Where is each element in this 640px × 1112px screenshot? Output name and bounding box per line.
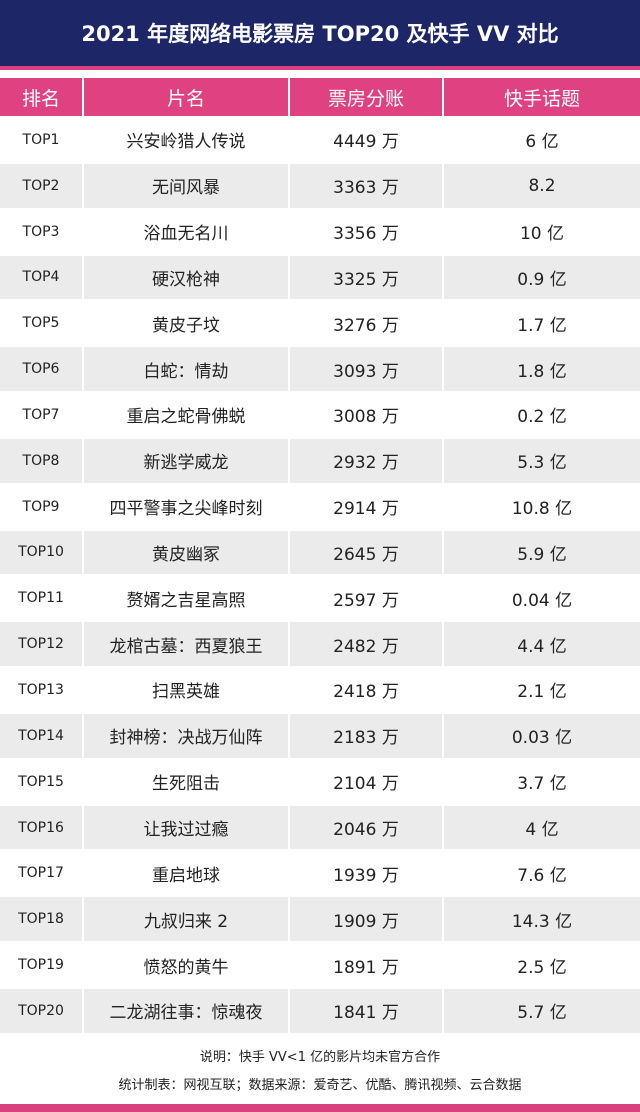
table-cell: 1.8 亿 (444, 347, 640, 392)
rank-cell: TOP16 (0, 805, 82, 850)
table-cell: 重启地球 (84, 851, 288, 896)
table-cell: 3.7 亿 (444, 759, 640, 804)
table-cell: 黄皮子坟 (84, 301, 288, 346)
table-cell: 2.5 亿 (444, 943, 640, 987)
table-cell: 5.3 亿 (444, 438, 640, 483)
rank-cell: TOP11 (0, 576, 82, 621)
table-cell: 2932 万 (290, 438, 442, 483)
table-cell: 4449 万 (290, 118, 442, 162)
rank-cell: TOP1 (0, 118, 82, 162)
table-cell: 0.03 亿 (444, 713, 640, 758)
table-cell: 1939 万 (290, 851, 442, 896)
rank-cell: TOP20 (0, 988, 82, 1033)
rank-cell: TOP3 (0, 209, 82, 254)
table-cell: 14.3 亿 (444, 897, 640, 942)
table-cell: 2183 万 (290, 713, 442, 758)
table-cell: 2046 万 (290, 805, 442, 850)
table-cell: 1891 万 (290, 943, 442, 987)
table-cell: 2.1 亿 (444, 668, 640, 712)
rank-cell: TOP2 (0, 163, 82, 208)
table-cell: 3325 万 (290, 255, 442, 300)
rank-cell: TOP17 (0, 851, 82, 896)
table-cell: 龙棺古墓：西夏狼王 (84, 622, 288, 667)
table-cell: 硬汉枪神 (84, 255, 288, 300)
table-cell: 3356 万 (290, 209, 442, 254)
table-cell: 10.8 亿 (444, 484, 640, 529)
table-cell: 3008 万 (290, 393, 442, 437)
table-cell: 0.2 亿 (444, 393, 640, 437)
table-cell: 2645 万 (290, 530, 442, 575)
table-cell: 3363 万 (290, 163, 442, 208)
table-cell: 黄皮幽冢 (84, 530, 288, 575)
table-cell: 3276 万 (290, 301, 442, 346)
table-cell: 四平警事之尖峰时刻 (84, 484, 288, 529)
bottom-bar (0, 1104, 640, 1112)
table-cell: 愤怒的黄牛 (84, 943, 288, 987)
note: 说明：快手 VV<1 亿的影片均未官方合作 (199, 1050, 441, 1065)
table-cell: 2418 万 (290, 668, 442, 712)
table-cell: 二龙湖往事：惊魂夜 (84, 988, 288, 1033)
source: 统计制表：网视互联；数据来源：爱奇艺、优酷、腾讯视频、云合数据 (118, 1078, 522, 1093)
rank-cell: TOP13 (0, 668, 82, 712)
table-cell: 兴安岭猎人传说 (84, 118, 288, 162)
table-cell: 2104 万 (290, 759, 442, 804)
table-cell: 2482 万 (290, 622, 442, 667)
table-cell: 0.04 亿 (444, 576, 640, 621)
rank-cell: TOP6 (0, 347, 82, 392)
table-cell: 重启之蛇骨佛蜕 (84, 393, 288, 437)
table-cell: 1.7 亿 (444, 301, 640, 346)
table-cell: 无间风暴 (84, 163, 288, 208)
rank-cell: TOP15 (0, 759, 82, 804)
table-cell: 生死阻击 (84, 759, 288, 804)
table-cell: 10 亿 (444, 209, 640, 254)
table-cell: 5.9 亿 (444, 530, 640, 575)
table-cell: 浴血无名川 (84, 209, 288, 254)
table-cell: 2597 万 (290, 576, 442, 621)
table-cell: 6 亿 (444, 118, 640, 162)
table-cell: 4 亿 (444, 805, 640, 850)
column-header: 票房分账 (290, 78, 442, 116)
rank-cell: TOP14 (0, 713, 82, 758)
table-cell: 扫黑英雄 (84, 668, 288, 712)
rank-cell: TOP4 (0, 255, 82, 300)
table-cell: 白蛇：情劫 (84, 347, 288, 392)
table-cell: 4.4 亿 (444, 622, 640, 667)
table-cell: 让我过过瘾 (84, 805, 288, 850)
table-cell: 九叔归来 2 (84, 897, 288, 942)
table-cell: 封神榜：决战万仙阵 (84, 713, 288, 758)
title: 2021 年度网络电影票房 TOP20 及快手 VV 对比 (0, 0, 640, 70)
column-header: 快手话题 (444, 78, 640, 116)
rank-cell: TOP5 (0, 301, 82, 346)
rank-cell: TOP10 (0, 530, 82, 575)
table-cell: 7.6 亿 (444, 851, 640, 896)
table-cell: 1841 万 (290, 988, 442, 1033)
column-header: 排名 (0, 78, 82, 116)
rank-cell: TOP7 (0, 393, 82, 437)
column-header: 片名 (84, 78, 288, 116)
rank-cell: TOP19 (0, 943, 82, 987)
rank-cell: TOP12 (0, 622, 82, 667)
table-cell: 8.2 (444, 163, 640, 208)
table-cell: 5.7 亿 (444, 988, 640, 1033)
table-cell: 3093 万 (290, 347, 442, 392)
table-cell: 0.9 亿 (444, 255, 640, 300)
table-cell: 新逃学威龙 (84, 438, 288, 483)
rank-cell: TOP8 (0, 438, 82, 483)
table-cell: 2914 万 (290, 484, 442, 529)
table-cell: 1909 万 (290, 897, 442, 942)
table-cell: 赘婿之吉星高照 (84, 576, 288, 621)
rank-cell: TOP18 (0, 897, 82, 942)
rank-cell: TOP9 (0, 484, 82, 529)
